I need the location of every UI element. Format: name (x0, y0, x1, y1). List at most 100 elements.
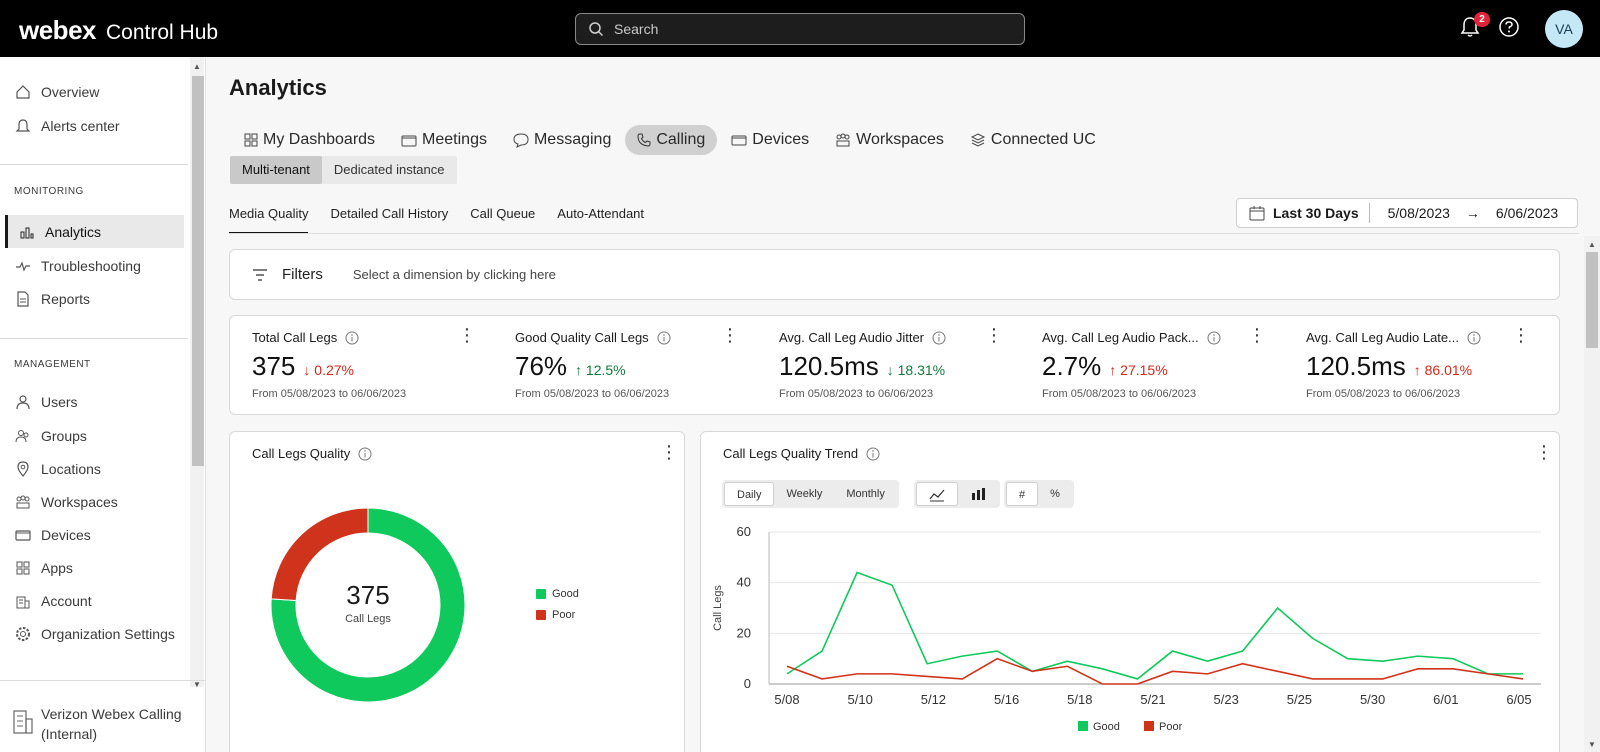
sidebar-item-account[interactable]: Account (0, 584, 184, 617)
filters-hint[interactable]: Select a dimension by clicking here (352, 267, 556, 282)
sidebar-item-devices[interactable]: Devices (0, 518, 184, 551)
info-icon[interactable] (1207, 331, 1221, 345)
main-scrollbar[interactable] (1584, 236, 1600, 752)
sidebar-item-reports[interactable]: Reports (0, 282, 184, 315)
tab-meetings[interactable]: Meetings (389, 125, 499, 155)
tabs-underline (229, 233, 1579, 234)
subtab-dedicated-instance[interactable]: Dedicated instance (333, 162, 445, 177)
more-options-icon[interactable]: ⋮ (458, 325, 476, 345)
sidebar-item-groups[interactable]: Groups (0, 419, 184, 452)
devices-icon (731, 133, 747, 147)
sidebar-item-analytics[interactable]: Analytics (5, 215, 184, 248)
home-icon (14, 83, 32, 101)
kpi-range: From 05/08/2023 to 06/06/2023 (515, 388, 670, 400)
info-icon[interactable] (358, 447, 372, 461)
location-icon (14, 460, 32, 478)
sidebar-item-label: Troubleshooting (41, 257, 141, 274)
help-icon[interactable] (1498, 16, 1520, 43)
tab-label: Workspaces (856, 131, 944, 148)
dashboard-icon (244, 133, 258, 147)
tab-label: Devices (752, 131, 810, 148)
sidebar-item-label: Analytics (45, 223, 102, 240)
brand-logo[interactable]: webex Control Hub (19, 15, 218, 46)
percent-unit-button[interactable]: % (1050, 488, 1060, 500)
sidebar-item-label: Overview (41, 83, 100, 100)
more-options-icon[interactable]: ⋮ (721, 325, 739, 345)
kpi-card: Good Quality Call Legs ⋮ 76% ↑ 12.5% From… (493, 316, 743, 414)
sidebar-item-users[interactable]: Users (0, 385, 184, 418)
info-icon[interactable] (1467, 331, 1481, 345)
tab-workspaces[interactable]: Workspaces (823, 125, 956, 155)
sidebar-item-apps[interactable]: Apps (0, 551, 184, 584)
monthly-button[interactable]: Monthly (846, 488, 885, 500)
tab-media-quality[interactable]: Media Quality (229, 200, 309, 234)
daily-button[interactable]: Daily (724, 482, 775, 506)
messaging-icon (513, 132, 529, 148)
legend-poor[interactable]: Poor (536, 609, 575, 621)
subtab-multi-tenant[interactable]: Multi-tenant (230, 156, 322, 184)
x-tick-label: 5/10 (848, 692, 873, 707)
tab-connected-uc[interactable]: Connected UC (958, 125, 1108, 155)
x-tick-label: 5/23 (1214, 692, 1239, 707)
arrow-right-icon: → (1465, 205, 1480, 221)
legend-good[interactable]: Good (536, 588, 579, 600)
sidebar-scrollbar-thumb[interactable] (192, 76, 204, 466)
chart-type-toggle (914, 480, 1000, 508)
sidebar-item-troubleshooting[interactable]: Troubleshooting (0, 249, 184, 282)
tab-devices[interactable]: Devices (719, 125, 821, 155)
kpi-range: From 05/08/2023 to 06/06/2023 (252, 388, 407, 400)
legend-swatch (536, 589, 546, 599)
meetings-icon (401, 133, 417, 147)
scroll-down-arrow-icon[interactable]: ▼ (193, 680, 201, 689)
date-start: 5/08/2023 (1387, 205, 1450, 221)
more-options-icon[interactable]: ⋮ (660, 442, 678, 462)
analytics-icon (18, 223, 36, 241)
info-icon[interactable] (866, 447, 880, 461)
info-icon[interactable] (657, 331, 671, 345)
org-name: Verizon Webex Calling (Internal) (41, 706, 182, 742)
bar-chart-icon[interactable] (958, 482, 998, 506)
trend-line-chart: 0 20 40 60 Call Legs 5/08 5/10 5/12 5/16 5/18 5/21… (712, 524, 1541, 733)
granularity-toggle: Daily Weekly Monthly (722, 480, 899, 508)
sidebar-item-locations[interactable]: Locations (0, 452, 184, 485)
unit-toggle: # % (1004, 480, 1074, 508)
sidebar-item-organization-settings[interactable]: Organization Settings (0, 617, 184, 650)
org-switcher[interactable]: Verizon Webex Calling (Internal) (0, 680, 206, 752)
tab-detailed-call-history[interactable]: Detailed Call History (330, 206, 449, 221)
avatar[interactable]: VA (1545, 10, 1583, 48)
count-unit-button[interactable]: # (1006, 482, 1039, 506)
tab-call-queue[interactable]: Call Queue (470, 206, 536, 221)
more-options-icon[interactable]: ⋮ (985, 325, 1003, 345)
kpi-value: 76% (515, 351, 568, 381)
tab-label: Calling (656, 131, 706, 148)
legend-swatch (1078, 721, 1088, 731)
line-chart-icon[interactable] (916, 482, 958, 506)
scroll-down-arrow-icon[interactable]: ▼ (1588, 740, 1596, 749)
x-tick-label: 5/08 (774, 692, 799, 707)
scroll-up-arrow-icon[interactable]: ▲ (1588, 240, 1596, 249)
search-input[interactable]: Search (575, 13, 1025, 45)
main-scrollbar-thumb[interactable] (1586, 252, 1598, 348)
devices-icon (14, 526, 32, 544)
kpi-delta: ↓ 0.27% (303, 362, 354, 378)
date-range-picker[interactable]: Last 30 Days 5/08/2023 → 6/06/2023 (1236, 198, 1578, 228)
info-icon[interactable] (932, 331, 946, 345)
tab-auto-attendant[interactable]: Auto-Attendant (557, 206, 645, 221)
tab-messaging[interactable]: Messaging (501, 125, 623, 155)
info-icon[interactable] (345, 331, 359, 345)
sidebar-item-workspaces[interactable]: Workspaces (0, 485, 184, 518)
kpi-title: Avg. Call Leg Audio Late... (1306, 330, 1459, 345)
tab-calling[interactable]: Calling (625, 125, 718, 155)
tab-my-dashboards[interactable]: My Dashboards (232, 125, 387, 155)
weekly-button[interactable]: Weekly (786, 488, 823, 500)
notifications-bell-icon[interactable] (1460, 16, 1480, 43)
sidebar-item-overview[interactable]: Overview (0, 75, 184, 108)
more-options-icon[interactable]: ⋮ (1248, 325, 1266, 345)
more-options-icon[interactable]: ⋮ (1535, 442, 1553, 462)
sidebar-item-alerts-center[interactable]: Alerts center (0, 109, 184, 142)
filters-bar[interactable]: Filters Select a dimension by clicking h… (229, 249, 1560, 300)
scroll-up-arrow-icon[interactable]: ▲ (193, 62, 201, 71)
kpi-card: Avg. Call Leg Audio Pack... ⋮ 2.7% ↑ 27.1… (1020, 316, 1270, 414)
more-options-icon[interactable]: ⋮ (1512, 325, 1530, 345)
workspaces-icon (14, 493, 32, 511)
